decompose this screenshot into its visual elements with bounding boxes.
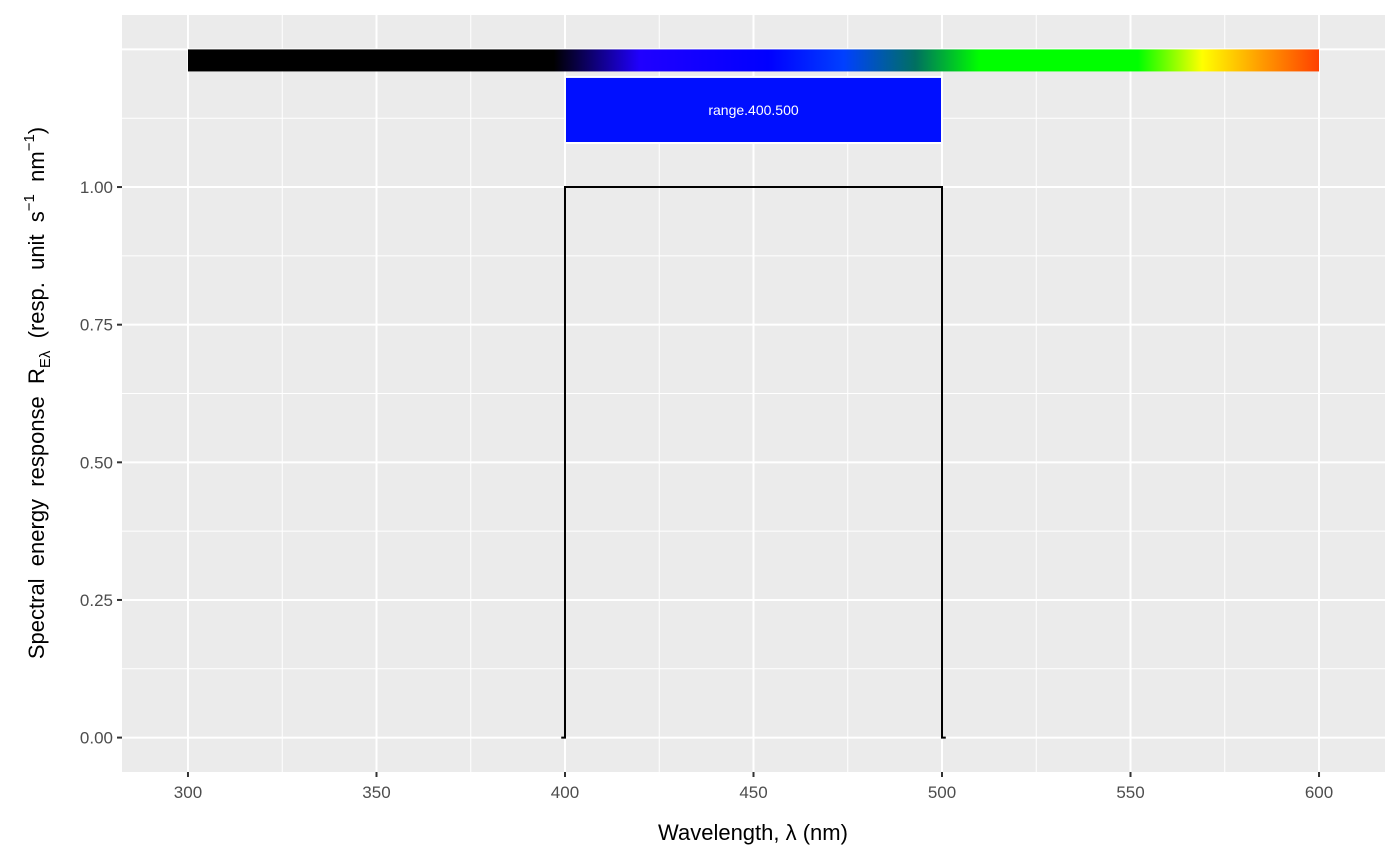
x-tick-label: 450 xyxy=(739,783,767,802)
range-box-label: range.400.500 xyxy=(708,102,799,118)
y-axis-title: Spectral energy response REλ (resp. unit… xyxy=(21,127,54,659)
range-box xyxy=(563,75,944,145)
y-tick-label: 0.75 xyxy=(80,316,113,335)
x-tick-label: 300 xyxy=(174,783,202,802)
y-tick-label: 0.25 xyxy=(80,591,113,610)
wavelength-color-bar xyxy=(187,49,1320,72)
response-line xyxy=(561,186,946,739)
x-tick-label: 500 xyxy=(928,783,956,802)
y-tick-label: 0.50 xyxy=(80,453,113,472)
x-axis-title: Wavelength, λ (nm) xyxy=(658,820,848,845)
x-tick-label: 600 xyxy=(1305,783,1333,802)
x-tick-label: 400 xyxy=(551,783,579,802)
ticks: 300 350 400 450 500 550 600 0.00 0.25 0.50 0.75 1.0… xyxy=(80,178,1333,802)
x-tick-label: 550 xyxy=(1116,783,1144,802)
marks: range.400.500 xyxy=(187,49,1320,739)
x-tick-label: 350 xyxy=(362,783,390,802)
y-tick-label: 0.00 xyxy=(80,729,113,748)
y-tick-label: 1.00 xyxy=(80,178,113,197)
